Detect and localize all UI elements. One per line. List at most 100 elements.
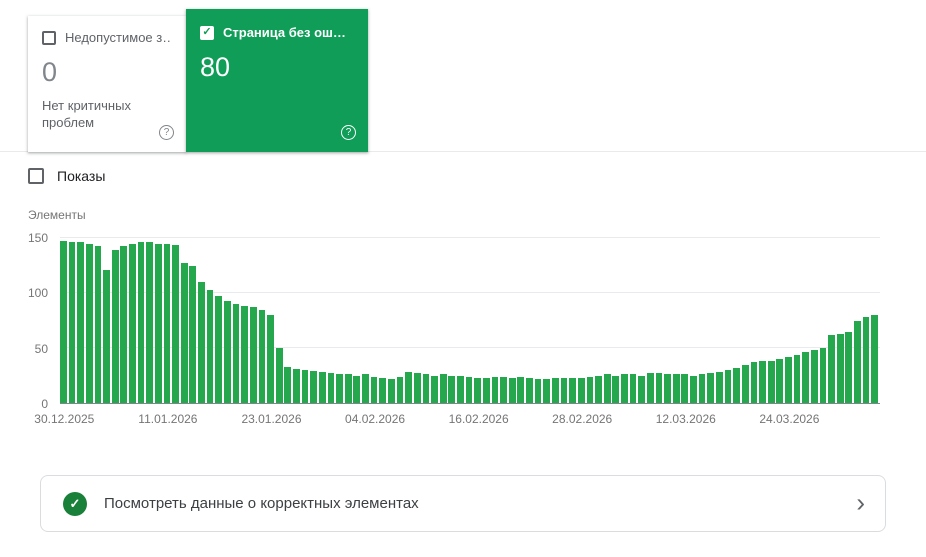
- chart-bar[interactable]: [681, 374, 689, 403]
- help-icon[interactable]: ?: [159, 125, 174, 140]
- chart-bar[interactable]: [465, 376, 473, 403]
- chart-bar[interactable]: [724, 370, 732, 403]
- chart-bar[interactable]: [388, 378, 395, 403]
- chart-bar[interactable]: [759, 361, 766, 403]
- chart-bar[interactable]: [310, 371, 318, 403]
- chart-bar[interactable]: [215, 296, 223, 403]
- chart-bar[interactable]: [862, 317, 870, 403]
- chart-bar[interactable]: [379, 377, 387, 403]
- chart-bar[interactable]: [819, 348, 827, 403]
- chart-bar[interactable]: [111, 250, 119, 403]
- chart-bar[interactable]: [828, 334, 835, 403]
- chart-bar[interactable]: [224, 300, 231, 403]
- valid-card-checkbox[interactable]: ✓: [200, 25, 214, 40]
- chart-bar[interactable]: [836, 333, 844, 403]
- chart-bar[interactable]: [569, 377, 576, 403]
- chart-bar[interactable]: [198, 282, 205, 403]
- chart-bar[interactable]: [474, 377, 482, 403]
- help-icon[interactable]: ?: [341, 125, 356, 140]
- chart-bar[interactable]: [137, 242, 145, 403]
- chart-bar[interactable]: [258, 309, 266, 403]
- chart-bar[interactable]: [707, 373, 715, 403]
- chart-bar[interactable]: [68, 242, 76, 403]
- chart-bar[interactable]: [77, 242, 84, 403]
- chart-bar[interactable]: [603, 374, 611, 403]
- chart-bar[interactable]: [301, 370, 309, 403]
- chart-bar[interactable]: [120, 245, 128, 403]
- chart-bar[interactable]: [664, 374, 671, 403]
- valid-status-card[interactable]: ✓ Страница без ош… 80 ?: [186, 9, 368, 152]
- chart-bar[interactable]: [189, 265, 197, 403]
- chart-bar[interactable]: [629, 374, 637, 403]
- chart-bar[interactable]: [543, 378, 551, 403]
- chart-bar[interactable]: [206, 289, 214, 403]
- chart-bar[interactable]: [172, 244, 179, 403]
- chart-bar[interactable]: [785, 356, 792, 403]
- chart-bar[interactable]: [85, 243, 93, 403]
- chart-bar[interactable]: [413, 373, 421, 403]
- chart-bar[interactable]: [716, 372, 723, 403]
- chart-bar[interactable]: [586, 376, 594, 403]
- chart-bar[interactable]: [439, 374, 447, 403]
- chart-bar[interactable]: [750, 362, 758, 403]
- chart-bar[interactable]: [646, 373, 654, 403]
- chart-bar[interactable]: [103, 269, 110, 403]
- chart-bar[interactable]: [482, 377, 490, 403]
- chart-bar[interactable]: [612, 375, 620, 403]
- chart-bar[interactable]: [448, 375, 456, 403]
- chart-bar[interactable]: [353, 375, 361, 403]
- chart-bar[interactable]: [698, 374, 706, 403]
- chart-bar[interactable]: [275, 348, 283, 403]
- chart-bar[interactable]: [638, 375, 646, 403]
- chart-bar[interactable]: [431, 375, 438, 403]
- chart-bar[interactable]: [621, 374, 628, 403]
- chart-bar[interactable]: [733, 367, 740, 403]
- impressions-toggle[interactable]: Показы: [28, 168, 105, 184]
- chart-bar[interactable]: [318, 372, 326, 403]
- chart-bar[interactable]: [500, 376, 507, 403]
- chart-bar[interactable]: [810, 350, 818, 403]
- chart-bar[interactable]: [577, 377, 585, 403]
- chart-bar[interactable]: [595, 375, 602, 403]
- chart-bar[interactable]: [422, 374, 430, 403]
- chart-bar[interactable]: [267, 315, 274, 403]
- chart-bar[interactable]: [690, 375, 697, 403]
- chart-bar[interactable]: [672, 374, 680, 403]
- chart-bar[interactable]: [327, 373, 335, 403]
- view-valid-items-button[interactable]: ✓ Посмотреть данные о корректных элемент…: [40, 475, 886, 532]
- chart-bar[interactable]: [94, 245, 102, 403]
- chart-bar[interactable]: [249, 307, 257, 403]
- chart-bar[interactable]: [457, 375, 464, 403]
- chart-bar[interactable]: [491, 376, 499, 403]
- chart-bar[interactable]: [180, 263, 188, 403]
- chart-bar[interactable]: [232, 304, 240, 403]
- chart-bar[interactable]: [336, 374, 343, 403]
- chart-bar[interactable]: [534, 378, 542, 403]
- chart-bar[interactable]: [396, 376, 404, 403]
- chart-bar[interactable]: [508, 377, 516, 403]
- chart-bar[interactable]: [560, 377, 568, 403]
- error-status-card[interactable]: Недопустимое з… 0 Нет критичных проблем …: [28, 16, 186, 152]
- chart-bar[interactable]: [284, 366, 292, 403]
- chart-bar[interactable]: [767, 361, 775, 403]
- chart-bar[interactable]: [344, 374, 352, 403]
- chart-bar[interactable]: [154, 243, 162, 403]
- chart-bar[interactable]: [241, 306, 248, 403]
- chart-bar[interactable]: [405, 372, 412, 403]
- error-card-checkbox[interactable]: [42, 30, 56, 45]
- chart-bar[interactable]: [163, 243, 171, 403]
- chart-bar[interactable]: [129, 243, 136, 403]
- chart-plot[interactable]: [60, 237, 880, 404]
- chart-bar[interactable]: [741, 364, 749, 403]
- chart-bar[interactable]: [854, 320, 861, 403]
- chart-bar[interactable]: [845, 331, 853, 403]
- chart-bar[interactable]: [802, 352, 810, 403]
- chart-bar[interactable]: [776, 359, 784, 403]
- chart-bar[interactable]: [146, 242, 154, 403]
- chart-bar[interactable]: [293, 368, 300, 403]
- chart-bar[interactable]: [526, 377, 533, 403]
- chart-bar[interactable]: [60, 241, 67, 403]
- chart-bar[interactable]: [552, 377, 559, 403]
- chart-bar[interactable]: [362, 374, 369, 403]
- chart-bar[interactable]: [655, 373, 663, 403]
